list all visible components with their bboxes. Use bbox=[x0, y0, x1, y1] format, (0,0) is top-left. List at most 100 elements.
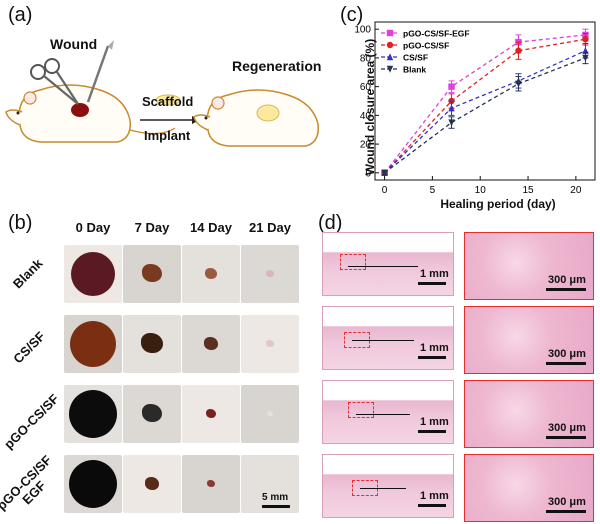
histology-scale-label: 1 mm bbox=[420, 416, 449, 428]
wound-label: Wound bbox=[50, 36, 98, 52]
wound-area bbox=[69, 390, 117, 438]
photo-scale-bar bbox=[262, 505, 290, 508]
x-tick-label: 5 bbox=[430, 185, 436, 196]
data-point bbox=[515, 80, 522, 88]
zoom-scale-label: 300 μm bbox=[548, 496, 586, 508]
chart-ylabel: Wound closure area (%) bbox=[363, 38, 377, 176]
data-point bbox=[386, 29, 394, 37]
wound-photo bbox=[123, 315, 181, 373]
legend-label: Blank bbox=[403, 65, 426, 75]
y-tick-label: 20 bbox=[360, 140, 372, 151]
wound-area bbox=[266, 340, 274, 348]
row-label-cssf: CS/SF bbox=[10, 328, 48, 367]
wound-area bbox=[70, 321, 116, 367]
data-point bbox=[448, 83, 455, 90]
x-tick-label: 20 bbox=[570, 185, 582, 196]
data-point bbox=[386, 65, 394, 73]
data-point bbox=[448, 119, 455, 127]
chart-xlabel: Healing period (day) bbox=[440, 197, 556, 211]
legend-label: pGO-CS/SF-EGF bbox=[403, 29, 470, 39]
series-line bbox=[384, 57, 586, 174]
legend-entry: CS/SF bbox=[381, 53, 428, 63]
histology-scale-bar bbox=[418, 356, 446, 359]
data-point bbox=[381, 169, 388, 177]
chart-frame bbox=[374, 21, 596, 181]
wound-width-arrow bbox=[356, 414, 410, 415]
data-point bbox=[386, 53, 394, 61]
wound-width-arrow bbox=[348, 266, 418, 267]
histology-scale-bar bbox=[418, 504, 446, 507]
wound-photo bbox=[64, 455, 122, 513]
wound-area bbox=[142, 264, 162, 282]
row-label-pgo-cssf-egf: pGO-CS/SF EGF bbox=[0, 452, 55, 514]
wound-photo bbox=[241, 455, 299, 513]
wound-photo bbox=[123, 245, 181, 303]
legend-entry: pGO-CS/SF-EGF bbox=[381, 29, 470, 39]
wound-area bbox=[206, 409, 216, 418]
histology-overview bbox=[322, 306, 454, 370]
series-cs-sf bbox=[381, 43, 589, 177]
series-line bbox=[384, 34, 586, 174]
wound-area bbox=[142, 404, 162, 422]
y-tick-label: 0 bbox=[365, 168, 371, 179]
zoom-region-box bbox=[348, 402, 374, 418]
data-point bbox=[448, 104, 455, 112]
histology-scale-bar bbox=[418, 430, 446, 433]
scaffold-disc bbox=[155, 94, 181, 106]
data-point bbox=[582, 36, 589, 43]
histology-overview bbox=[322, 454, 454, 518]
panel-label-b: (b) bbox=[8, 212, 33, 234]
wound-closure-chart: 0 5 10 15 20 0 20 40 60 80 100 pGO-CS/SF-EGF pGO-CS… bbox=[354, 21, 596, 196]
x-tick-label: 15 bbox=[522, 185, 534, 196]
panel-label-d: (d) bbox=[318, 212, 343, 234]
wound-photo bbox=[241, 385, 299, 443]
zoom-region-box bbox=[340, 254, 366, 270]
day-header-7: 7 Day bbox=[134, 220, 170, 235]
zoom-scale-bar bbox=[546, 288, 586, 291]
wound-area bbox=[69, 460, 117, 508]
wound-area bbox=[205, 268, 217, 279]
mouse-right bbox=[193, 89, 319, 147]
row-label-blank: Blank bbox=[9, 255, 46, 292]
day-header-14: 14 Day bbox=[190, 220, 232, 235]
legend-label: pGO-CS/SF bbox=[403, 41, 449, 51]
wound-area bbox=[141, 333, 163, 353]
x-tick-label: 10 bbox=[475, 185, 487, 196]
row-label-pgo-cssf: pGO-CS/SF bbox=[1, 391, 62, 452]
regeneration-label: Regeneration bbox=[232, 58, 322, 74]
zoom-scale-label: 300 μm bbox=[548, 274, 586, 286]
wound-area bbox=[266, 270, 274, 278]
y-tick-label: 80 bbox=[360, 53, 372, 64]
zoom-scale-bar bbox=[546, 362, 586, 365]
y-tick-label: 60 bbox=[360, 82, 372, 93]
mouse-left bbox=[5, 84, 176, 143]
histology-overview bbox=[322, 380, 454, 444]
series-line bbox=[384, 38, 586, 174]
series-blank bbox=[381, 51, 589, 177]
wound-area bbox=[207, 480, 215, 488]
wound-width-arrow bbox=[352, 340, 414, 341]
scalpel-icon bbox=[86, 40, 114, 103]
implant-label: Implant bbox=[144, 128, 191, 143]
legend-label: CS/SF bbox=[403, 53, 428, 63]
panel-label-c: (c) bbox=[340, 4, 364, 26]
data-point bbox=[386, 41, 394, 49]
histology-scale-label: 1 mm bbox=[420, 268, 449, 280]
panel-label-a: (a) bbox=[8, 4, 33, 26]
data-point bbox=[515, 47, 522, 54]
wound-photo bbox=[182, 385, 240, 443]
zoom-scale-label: 300 μm bbox=[548, 422, 586, 434]
y-tick-label: 100 bbox=[354, 25, 371, 36]
histology-scale-label: 1 mm bbox=[420, 342, 449, 354]
legend-entry: pGO-CS/SF bbox=[381, 41, 449, 51]
schematic-illustration bbox=[5, 40, 319, 147]
legend-entry: Blank bbox=[381, 65, 426, 75]
wound-photo bbox=[182, 245, 240, 303]
zoom-scale-bar bbox=[546, 436, 586, 439]
wound-area bbox=[267, 411, 273, 417]
wound-photo bbox=[182, 455, 240, 513]
wound-photo bbox=[182, 315, 240, 373]
wound-width-arrow bbox=[360, 488, 406, 489]
x-tick-label: 0 bbox=[382, 185, 388, 196]
wound-photo bbox=[64, 245, 122, 303]
